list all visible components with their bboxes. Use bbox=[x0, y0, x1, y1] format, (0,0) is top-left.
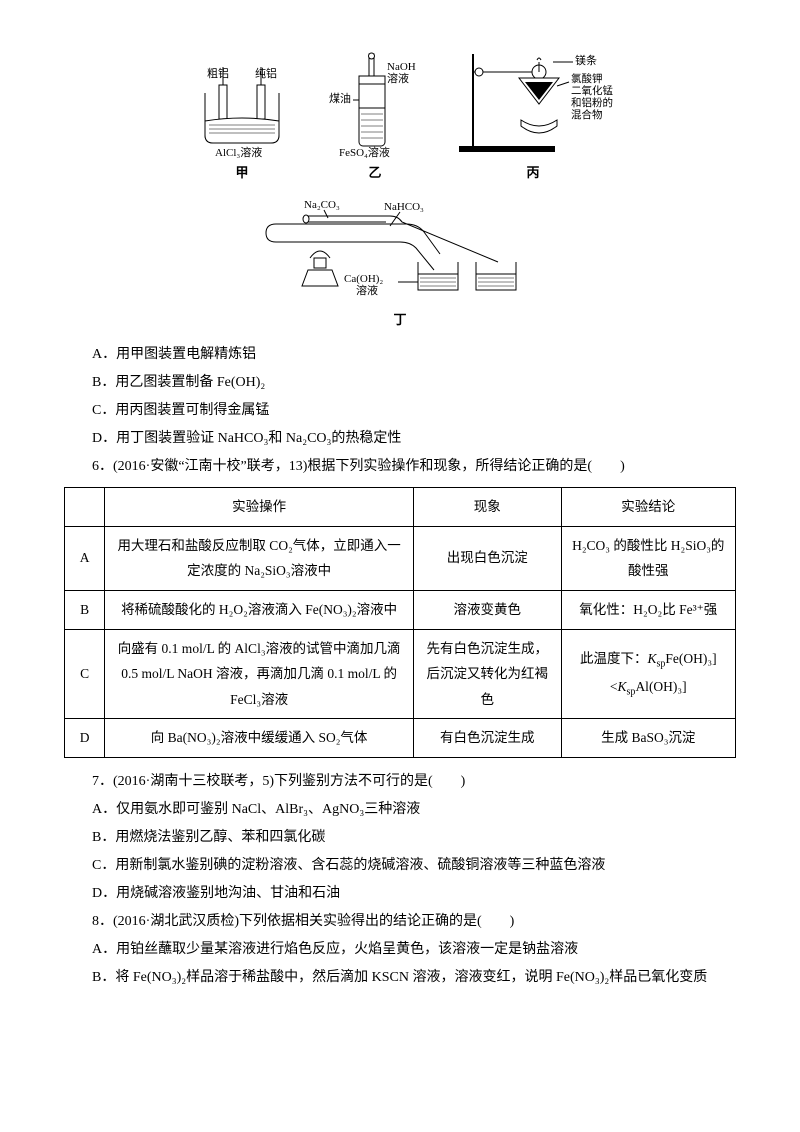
q7-options: A．仅用氨水即可鉴别 NaCl、AlBr₃、AgNO₃三种溶液 B．用燃烧法鉴别… bbox=[64, 796, 736, 908]
svg-text:煤油: 煤油 bbox=[329, 91, 351, 105]
row-ph: 出现白色沉淀 bbox=[413, 526, 561, 590]
q6-th-op: 实验操作 bbox=[105, 488, 414, 527]
row-res: 此温度下：KspFe(OH)₃]<KspAl(OH)₃] bbox=[561, 629, 735, 719]
row-ph: 有白色沉淀生成 bbox=[413, 719, 561, 758]
q6-th-blank bbox=[65, 488, 105, 527]
table-row: C 向盛有 0.1 mol/L 的 AlCl₃溶液的试管中滴加几滴 0.5 mo… bbox=[65, 629, 736, 719]
q6-th-ph: 现象 bbox=[413, 488, 561, 527]
svg-text:NaHCO₃: NaHCO₃ bbox=[384, 201, 424, 213]
q7-option-d: D．用烧碱溶液鉴别地沟油、甘油和石油 bbox=[64, 880, 736, 908]
svg-text:和铝粉的: 和铝粉的 bbox=[571, 96, 613, 109]
q8-stem: 8．(2016·湖北武汉质检)下列依据相关实验得出的结论正确的是( ) bbox=[64, 908, 736, 936]
row-idx: A bbox=[65, 526, 105, 590]
q5-option-b: B．用乙图装置制备 Fe(OH)₂ bbox=[64, 369, 736, 397]
q7-option-b: B．用燃烧法鉴别乙醇、苯和四氯化碳 bbox=[64, 824, 736, 852]
jia-right-label: 纯铝 bbox=[255, 66, 277, 80]
row-idx: D bbox=[65, 719, 105, 758]
q7: 7．(2016·湖南十三校联考，5)下列鉴别方法不可行的是( ) bbox=[64, 768, 736, 796]
device-bing: 镁条 氯酸钾 二氧化锰 和铝粉的 混合物 丙 bbox=[453, 48, 613, 186]
table-row: B 将稀硫酸酸化的 H₂O₂溶液滴入 Fe(NO₃)₂溶液中 溶液变黄色 氧化性… bbox=[65, 590, 736, 629]
diagram-area: 粗铝 纯铝 AlCl₃溶液 甲 bbox=[64, 48, 736, 333]
q5-option-c: C．用丙图装置可制得金属锰 bbox=[64, 397, 736, 425]
q6: 6．(2016·安徽“江南十校”联考，13)根据下列实验操作和现象，所得结论正确… bbox=[64, 453, 736, 481]
bing-label: 丙 bbox=[526, 160, 539, 186]
q7-option-a: A．仅用氨水即可鉴别 NaCl、AlBr₃、AgNO₃三种溶液 bbox=[64, 796, 736, 824]
device-yi: NaOH 溶液 煤油 FeSO₄溶液 乙 bbox=[325, 48, 425, 186]
row-idx: C bbox=[65, 629, 105, 719]
svg-text:Ca(OH)₂: Ca(OH)₂ bbox=[344, 273, 383, 285]
q6-th-res: 实验结论 bbox=[561, 488, 735, 527]
jia-bottom-label: AlCl₃溶液 bbox=[215, 145, 262, 158]
svg-text:氯酸钾: 氯酸钾 bbox=[571, 72, 603, 85]
q8-options: A．用铂丝蘸取少量某溶液进行焰色反应，火焰呈黄色，该溶液一定是钠盐溶液 B．将 … bbox=[64, 936, 736, 992]
row-idx: B bbox=[65, 590, 105, 629]
svg-text:溶液: 溶液 bbox=[387, 71, 409, 85]
row-op: 向 Ba(NO₃)₂溶液中缓缓通入 SO₂气体 bbox=[105, 719, 414, 758]
device-jia: 粗铝 纯铝 AlCl₃溶液 甲 bbox=[187, 63, 297, 186]
table-row: A 用大理石和盐酸反应制取 CO₂气体，立即通入一定浓度的 Na₂SiO₃溶液中… bbox=[65, 526, 736, 590]
row-op: 用大理石和盐酸反应制取 CO₂气体，立即通入一定浓度的 Na₂SiO₃溶液中 bbox=[105, 526, 414, 590]
q6-stem: 6．(2016·安徽“江南十校”联考，13)根据下列实验操作和现象，所得结论正确… bbox=[64, 453, 736, 481]
q5-option-d: D．用丁图装置验证 NaHCO₃和 Na₂CO₃的热稳定性 bbox=[64, 425, 736, 453]
q6-table: 实验操作 现象 实验结论 A 用大理石和盐酸反应制取 CO₂气体，立即通入一定浓… bbox=[64, 487, 736, 758]
table-row: D 向 Ba(NO₃)₂溶液中缓缓通入 SO₂气体 有白色沉淀生成 生成 BaS… bbox=[65, 719, 736, 758]
yi-label: 乙 bbox=[368, 160, 381, 186]
ding-label: 丁 bbox=[393, 307, 406, 333]
q8-option-b: B．将 Fe(NO₃)₂样品溶于稀盐酸中，然后滴加 KSCN 溶液，溶液变红，说… bbox=[64, 964, 736, 992]
q5-option-a: A．用甲图装置电解精炼铝 bbox=[64, 341, 736, 369]
svg-text:NaOH: NaOH bbox=[387, 61, 416, 73]
q7-stem: 7．(2016·湖南十三校联考，5)下列鉴别方法不可行的是( ) bbox=[64, 768, 736, 796]
svg-text:溶液: 溶液 bbox=[356, 283, 378, 297]
jia-label: 甲 bbox=[235, 160, 248, 186]
row-op: 向盛有 0.1 mol/L 的 AlCl₃溶液的试管中滴加几滴 0.5 mol/… bbox=[105, 629, 414, 719]
jia-left-label: 粗铝 bbox=[207, 66, 229, 80]
q7-option-c: C．用新制氯水鉴别碘的淀粉溶液、含石蕊的烧碱溶液、硫酸铜溶液等三种蓝色溶液 bbox=[64, 852, 736, 880]
row-op: 将稀硫酸酸化的 H₂O₂溶液滴入 Fe(NO₃)₂溶液中 bbox=[105, 590, 414, 629]
q8: 8．(2016·湖北武汉质检)下列依据相关实验得出的结论正确的是( ) bbox=[64, 908, 736, 936]
q5-options: A．用甲图装置电解精炼铝 B．用乙图装置制备 Fe(OH)₂ C．用丙图装置可制… bbox=[64, 341, 736, 453]
row-res: H₂CO₃ 的酸性比 H₂SiO₃的酸性强 bbox=[561, 526, 735, 590]
row-ph: 先有白色沉淀生成，后沉淀又转化为红褐色 bbox=[413, 629, 561, 719]
svg-text:混合物: 混合物 bbox=[571, 108, 603, 121]
row-res: 氧化性：H₂O₂比 Fe³⁺强 bbox=[561, 590, 735, 629]
row-ph: 溶液变黄色 bbox=[413, 590, 561, 629]
q8-option-a: A．用铂丝蘸取少量某溶液进行焰色反应，火焰呈黄色，该溶液一定是钠盐溶液 bbox=[64, 936, 736, 964]
device-ding: Na₂CO₃ NaHCO₃ Ca(OH)₂ 溶液 丁 bbox=[240, 190, 560, 333]
row-res: 生成 BaSO₃沉淀 bbox=[561, 719, 735, 758]
svg-text:镁条: 镁条 bbox=[575, 53, 597, 67]
svg-text:FeSO₄溶液: FeSO₄溶液 bbox=[339, 145, 390, 158]
svg-text:二氧化锰: 二氧化锰 bbox=[571, 84, 613, 97]
svg-text:Na₂CO₃: Na₂CO₃ bbox=[304, 199, 340, 211]
